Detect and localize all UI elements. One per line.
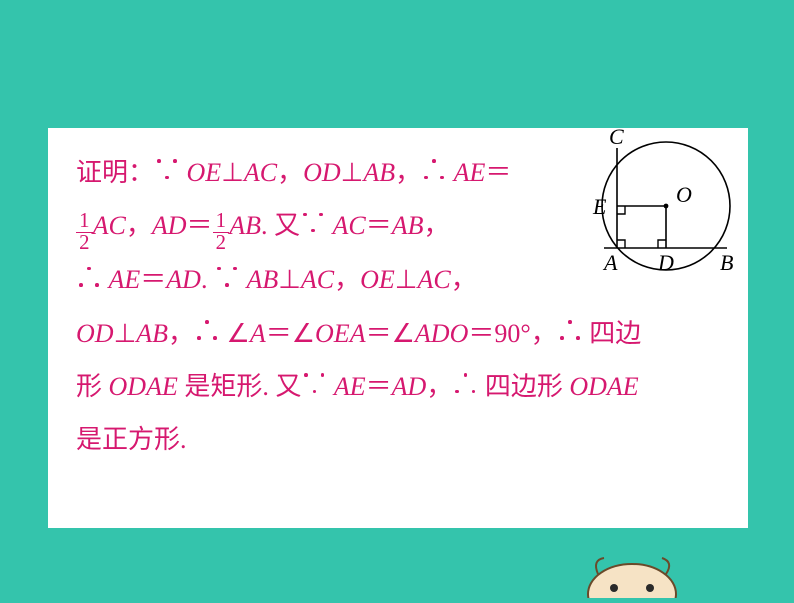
- tok: 形: [76, 372, 102, 401]
- therefore-icon: [557, 317, 583, 343]
- tok: AE: [109, 265, 141, 294]
- tok: ADO: [415, 319, 468, 348]
- tok: 是正方形.: [76, 425, 187, 454]
- tok: AC: [417, 265, 450, 294]
- because-icon: [214, 264, 240, 290]
- therefore-icon: [76, 264, 102, 290]
- tok: OE: [360, 265, 395, 294]
- tok: OD: [76, 319, 114, 348]
- tok: AC: [244, 158, 277, 187]
- fraction-half: 12: [76, 211, 93, 254]
- proof-line-1: 证明： OE⊥AC，OD⊥AB， AE＝: [76, 146, 720, 199]
- label-B: B: [720, 250, 733, 276]
- proof-line-5: 形 ODAE 是矩形. 又 AE＝AD， 四边形 ODAE: [76, 360, 720, 413]
- because-icon: [154, 156, 180, 182]
- tok: AD: [152, 211, 187, 240]
- tok: OE: [187, 158, 222, 187]
- proof-line-4: OD⊥AB， ∠A＝∠OEA＝∠ADO＝90°， 四边: [76, 307, 720, 360]
- tok: AB: [392, 211, 424, 240]
- frac-den: 2: [76, 232, 93, 254]
- tok: ODAE: [109, 372, 178, 401]
- tok: 是矩形.: [184, 372, 269, 401]
- tok: AD: [392, 372, 427, 401]
- tok: 90°: [494, 319, 530, 348]
- proof-line-2: 12AC，AD＝12AB. 又 AC＝AB，: [76, 199, 720, 253]
- tok: AC: [301, 265, 334, 294]
- frac-den: 2: [213, 232, 230, 254]
- tok: OD: [303, 158, 341, 187]
- frac-num: 1: [76, 211, 93, 232]
- tok: 四边: [589, 319, 641, 348]
- frac-num: 1: [213, 211, 230, 232]
- tok: AE: [454, 158, 486, 187]
- decorative-cartoon: [578, 540, 682, 598]
- therefore-icon: [421, 156, 447, 182]
- therefore-icon: [452, 370, 478, 396]
- tok: AD: [166, 265, 201, 294]
- proof-line-3: AE＝AD. AB⊥AC，OE⊥AC，: [76, 253, 720, 306]
- tok: 四边形: [485, 372, 563, 401]
- tok: 又: [275, 372, 301, 401]
- tok: AC: [332, 211, 365, 240]
- because-icon: [301, 370, 327, 396]
- proof-card: C O E A D B 证明： OE⊥AC，OD⊥AB， AE＝ 12AC，AD…: [48, 128, 748, 528]
- tok: ODAE: [569, 372, 638, 401]
- tok: AC: [93, 211, 126, 240]
- proof-text: 证明： OE⊥AC，OD⊥AB， AE＝ 12AC，AD＝12AB. 又 AC＝…: [76, 146, 720, 467]
- proof-line-6: 是正方形.: [76, 413, 720, 466]
- tok: AB: [136, 319, 168, 348]
- therefore-icon: [194, 317, 220, 343]
- tok: AB: [246, 265, 278, 294]
- tok: A: [250, 319, 266, 348]
- fraction-half: 12: [213, 211, 230, 254]
- tok: AB: [363, 158, 395, 187]
- proof-prefix: 证明：: [76, 158, 154, 187]
- tok: AE: [334, 372, 366, 401]
- because-icon: [300, 210, 326, 236]
- tok: 又: [274, 211, 300, 240]
- tok: OEA: [315, 319, 366, 348]
- tok: AB: [229, 211, 261, 240]
